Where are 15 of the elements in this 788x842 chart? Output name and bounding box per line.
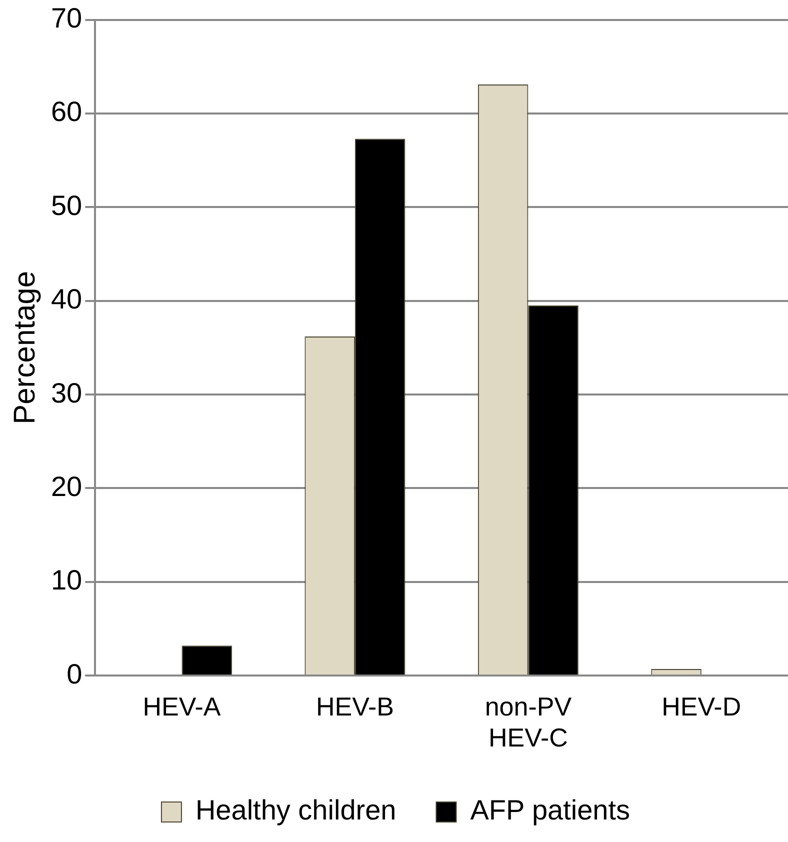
legend-label: Healthy children (195, 794, 396, 826)
x-tick-label: non-PV HEV-C (484, 691, 572, 753)
x-tick-label: HEV-B (316, 691, 394, 722)
y-tick-label: 70 (50, 2, 82, 34)
y-tick-label: 10 (50, 564, 82, 596)
y-tick-label: 0 (66, 658, 82, 690)
y-tick-label: 60 (50, 96, 82, 128)
legend-label: AFP patients (470, 794, 630, 826)
y-tick-label: 20 (50, 470, 82, 502)
x-tick-label: HEV-D (662, 691, 742, 722)
y-tick-label: 40 (50, 284, 82, 315)
y-axis-title: Percentage (8, 270, 42, 424)
y-tick-label: 30 (50, 377, 82, 408)
y-tick-label: 50 (50, 190, 82, 221)
x-tick-label: HEV-A (142, 691, 222, 722)
